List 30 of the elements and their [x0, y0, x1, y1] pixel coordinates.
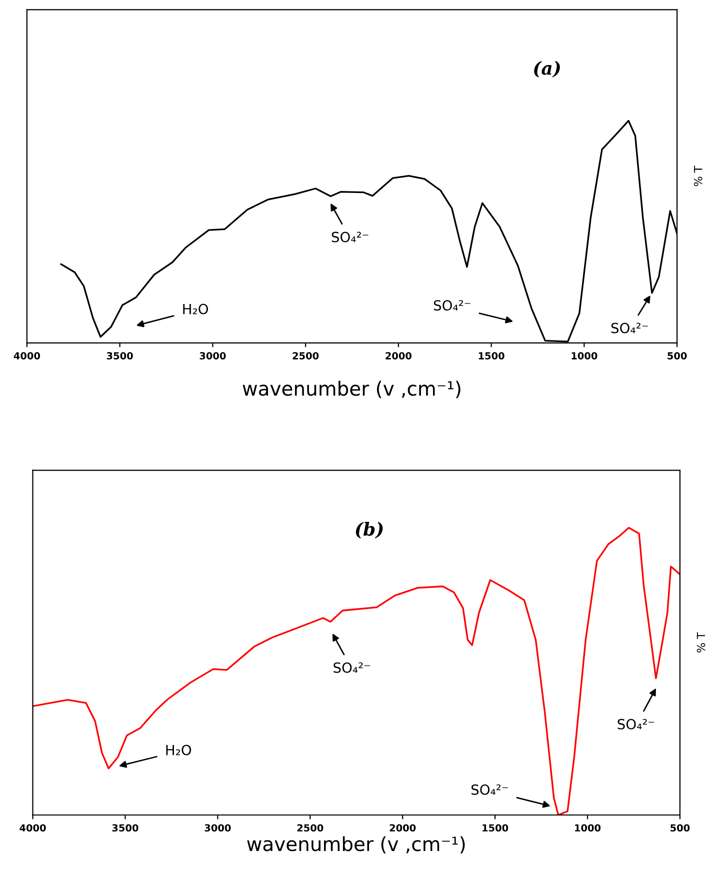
x-tick-label: 1500: [478, 352, 504, 360]
chart-title: (b): [356, 522, 383, 538]
y-axis-title: % T: [694, 166, 702, 186]
chart-title: (a): [534, 60, 560, 78]
x-tick-label: 2500: [297, 824, 324, 832]
annotation: SO₄²⁻: [332, 232, 368, 242]
x-tick-label: 4000: [14, 352, 40, 360]
x-tick-label: 2000: [390, 824, 416, 832]
annotation: SO₄²⁻: [611, 322, 648, 334]
annotation: SO₄²⁻: [618, 718, 654, 730]
x-tick-label: 3000: [204, 824, 231, 832]
annotation: H₂O: [183, 304, 208, 314]
x-tick-label: 1000: [572, 352, 598, 360]
x-tick-label: 500: [668, 352, 687, 360]
x-tick-label: 1500: [482, 824, 508, 832]
x-axis-title: wavenumber (v ,cm⁻¹): [247, 836, 465, 854]
x-axis-title: wavenumber (v ,cm⁻¹): [242, 380, 460, 398]
x-tick-label: 3500: [112, 824, 138, 832]
annotation: SO₄²⁻: [471, 784, 508, 795]
x-tick-label: 1000: [575, 824, 601, 832]
y-axis-title: % T: [696, 632, 706, 652]
annotation: SO₄²⁻: [434, 300, 470, 311]
annotation: SO₄²⁻: [334, 662, 370, 673]
x-tick-label: 500: [670, 824, 690, 832]
x-tick-label: 3500: [106, 352, 133, 360]
x-tick-label: 2500: [292, 352, 319, 360]
x-tick-label: 4000: [20, 824, 46, 832]
x-tick-label: 2000: [386, 352, 412, 360]
x-tick-label: 3000: [200, 352, 226, 360]
annotation: H₂O: [166, 744, 192, 756]
